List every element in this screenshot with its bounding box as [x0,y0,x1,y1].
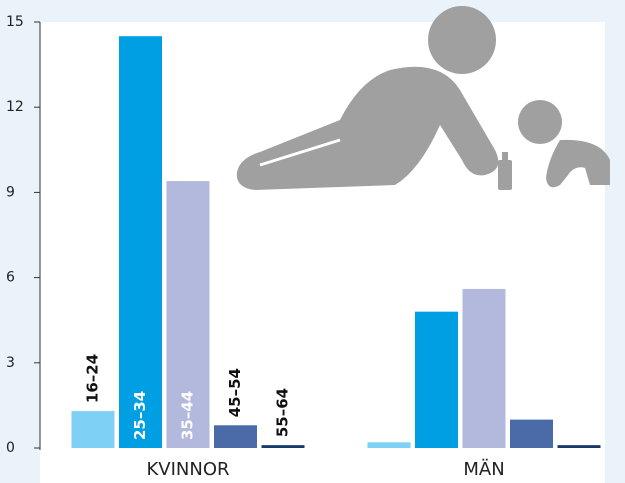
y-tick-label: 15 [6,14,24,30]
series-label: 45–54 [226,368,244,417]
y-tick-label: 12 [6,99,24,115]
series-label: 16–24 [84,354,102,403]
bar [262,445,305,448]
adult-head [428,6,496,74]
bar [558,445,601,448]
series-label: 55–64 [274,388,292,437]
y-tick-label: 3 [6,355,15,371]
bottle-cap [502,152,508,160]
bar [368,442,411,448]
y-tick-label: 6 [6,270,15,286]
x-tick-label: MÄN [463,459,504,480]
series-label: 35–44 [179,391,197,440]
x-tick-label: KVINNOR [146,459,229,480]
baby-head [518,100,562,144]
bar [510,420,553,448]
bar [463,289,506,448]
page: 0 3 6 9 12 15 KVINNOR 16–24 25–34 35–44 45–54 55–64… [0,0,625,483]
bar [214,425,257,448]
y-tick-label: 9 [6,184,15,200]
bar [72,411,115,448]
bottle [498,160,512,190]
y-tick-label: 0 [6,440,15,456]
bar [415,312,458,448]
series-label: 25–34 [131,391,149,440]
chart: 0 3 6 9 12 15 KVINNOR 16–24 25–34 35–44 45–54 55–64… [0,0,625,483]
bar [119,36,162,448]
